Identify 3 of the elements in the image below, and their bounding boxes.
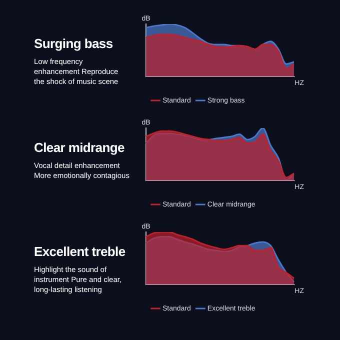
- text: Surging bass: [34, 36, 114, 51]
- text: Excellent treble: [34, 244, 126, 259]
- text: Clear midrange: [34, 140, 126, 155]
